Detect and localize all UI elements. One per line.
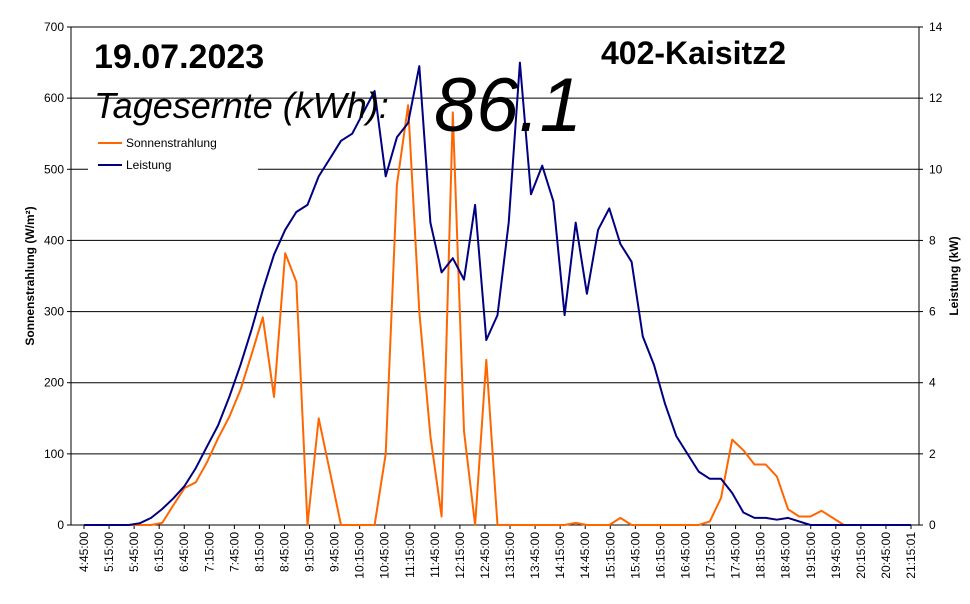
left-tick-label: 300 [44, 305, 64, 319]
x-tick-label: 9:45:00 [328, 532, 342, 572]
x-tick-label: 8:45:00 [277, 532, 291, 572]
left-tick-label: 200 [44, 376, 64, 390]
x-tick-label: 7:15:00 [202, 532, 216, 572]
x-tick-label: 12:15:00 [453, 532, 467, 579]
series-line-sonnenstrahlung [84, 104, 911, 526]
daily-yield-label: Tagesernte (kWh): [94, 85, 389, 126]
x-tick-label: 14:45:00 [578, 532, 592, 579]
x-tick-label: 13:45:00 [528, 532, 542, 579]
left-tick-label: 400 [44, 233, 64, 247]
left-tick-label: 100 [44, 447, 64, 461]
x-tick-label: 8:15:00 [252, 532, 266, 572]
x-tick-label: 17:45:00 [729, 532, 743, 579]
x-tick-label: 18:15:00 [754, 532, 768, 579]
right-tick-label: 8 [929, 233, 936, 247]
right-axis-title: Leistung (kW) [947, 236, 961, 315]
x-tick-label: 6:15:00 [152, 532, 166, 572]
left-tick-label: 500 [44, 162, 64, 176]
right-y-axis: 0 2 4 6 8 10 12 14 [919, 20, 943, 532]
x-tick-label: 19:15:00 [804, 532, 818, 579]
x-tick-label: 18:45:00 [779, 532, 793, 579]
daily-yield-value: 86.1 [434, 63, 582, 148]
right-tick-label: 10 [929, 162, 943, 176]
right-tick-label: 2 [929, 447, 936, 461]
x-tick-label: 11:15:00 [403, 532, 417, 578]
legend-label-leistung: Leistung [126, 158, 171, 172]
date-title: 19.07.2023 [94, 38, 264, 76]
station-title: 402-Kaisitz2 [601, 35, 786, 71]
x-tick-label: 4:45:00 [77, 532, 91, 572]
x-axis: 4:45:00 5:15:00 5:45:00 6:15:00 6:45:00 7:15:… [77, 525, 918, 579]
left-tick-label: 600 [44, 91, 64, 105]
left-tick-label: 0 [57, 518, 64, 532]
right-tick-label: 12 [929, 91, 943, 105]
series-layer [84, 61, 911, 526]
x-tick-label: 11:45:00 [428, 532, 442, 578]
x-tick-label: 17:15:00 [704, 532, 718, 579]
x-tick-label: 6:45:00 [177, 532, 191, 572]
x-tick-label: 12:45:00 [478, 532, 492, 579]
x-tick-label: 16:15:00 [653, 532, 667, 579]
x-tick-label: 5:45:00 [127, 532, 141, 572]
x-tick-label: 14:15:00 [553, 532, 567, 579]
plot-area-border [70, 26, 920, 526]
x-tick-label: 20:45:00 [879, 532, 893, 579]
x-tick-label: 5:15:00 [102, 532, 116, 572]
x-tick-label: 15:15:00 [603, 532, 617, 579]
x-tick-label: 10:45:00 [378, 532, 392, 579]
x-tick-label: 21:15:01 [904, 532, 918, 579]
x-tick-label: 9:15:00 [303, 532, 317, 572]
right-tick-label: 14 [929, 20, 943, 34]
left-axis-title: Sonnenstrahlung (W/m²) [23, 206, 37, 345]
legend-label-sonnenstrahlung: Sonnenstrahlung [126, 136, 217, 150]
x-tick-label: 10:15:00 [353, 532, 367, 579]
x-tick-label: 7:45:00 [227, 532, 241, 572]
x-tick-label: 16:45:00 [678, 532, 692, 579]
series-line-leistung [84, 61, 911, 526]
left-tick-label: 700 [44, 20, 64, 34]
right-tick-label: 6 [929, 305, 936, 319]
x-tick-label: 15:45:00 [628, 532, 642, 579]
x-tick-label: 20:15:00 [854, 532, 868, 579]
right-tick-label: 0 [929, 518, 936, 532]
x-tick-label: 13:15:00 [503, 532, 517, 579]
left-y-axis: 0 100 200 300 400 500 600 700 [44, 20, 71, 532]
x-tick-label: 19:45:00 [829, 532, 843, 579]
right-tick-label: 4 [929, 376, 936, 390]
